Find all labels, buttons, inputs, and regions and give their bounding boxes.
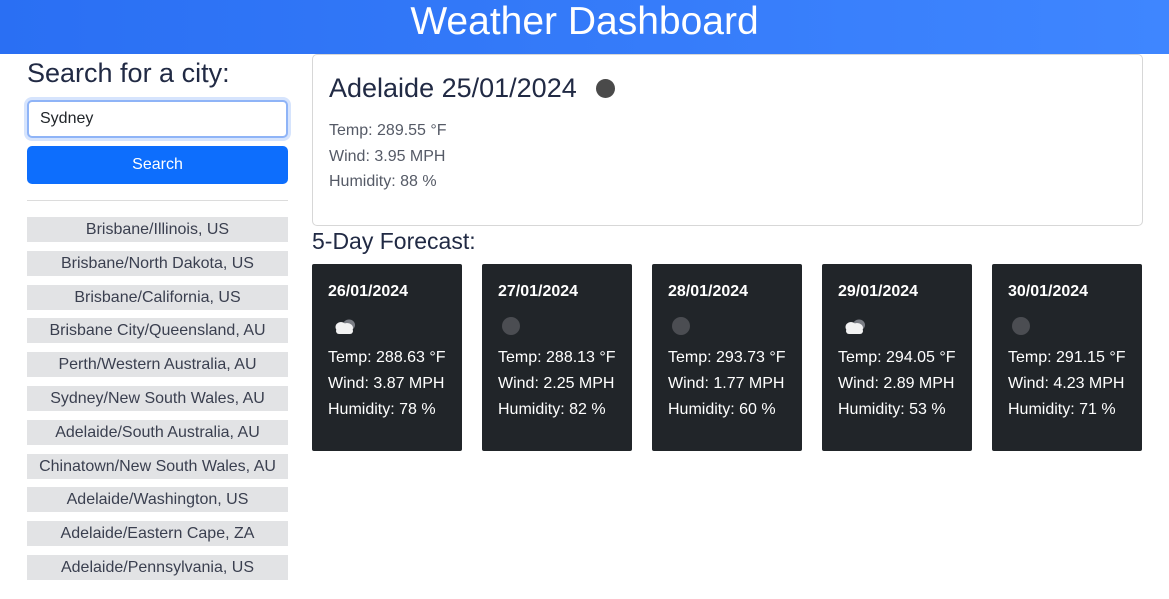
forecast-temp: Temp: 291.15 °F [1008, 349, 1126, 366]
history-item[interactable]: Brisbane/North Dakota, US [27, 250, 288, 276]
forecast-card: 30/01/2024 Temp: 291.15 °F Wind: 4.23 MP… [992, 264, 1142, 451]
moon-icon [1008, 312, 1126, 340]
history-item[interactable]: Adelaide/Eastern Cape, ZA [27, 521, 288, 547]
history-item[interactable]: Adelaide/South Australia, AU [27, 419, 288, 445]
moon-icon [498, 312, 616, 340]
forecast-wind: Wind: 2.89 MPH [838, 375, 955, 392]
history-item[interactable]: Sydney/New South Wales, AU [27, 385, 288, 411]
search-input[interactable] [27, 100, 288, 138]
search-history: Brisbane/Illinois, US Brisbane/North Dak… [27, 217, 288, 580]
header-bar: Weather Dashboard [0, 0, 1169, 54]
forecast-wind: Wind: 2.25 MPH [498, 375, 615, 392]
current-stats: Temp: 289.55 °F Wind: 3.95 MPH Humidity:… [329, 118, 1126, 195]
forecast-wind: Wind: 3.87 MPH [328, 375, 445, 392]
forecast-stats: Temp: 291.15 °F Wind: 4.23 MPH Humidity:… [1008, 345, 1126, 423]
current-wind: Wind: 3.95 MPH [329, 147, 446, 165]
forecast-humidity: Humidity: 71 % [1008, 401, 1116, 418]
forecast-stats: Temp: 288.13 °F Wind: 2.25 MPH Humidity:… [498, 345, 616, 423]
current-title-row: Adelaide 25/01/2024 [329, 71, 1126, 105]
forecast-wind: Wind: 1.77 MPH [668, 375, 785, 392]
forecast-heading: 5-Day Forecast: [312, 228, 476, 254]
forecast-card: 28/01/2024 Temp: 293.73 °F Wind: 1.77 MP… [652, 264, 802, 451]
current-humidity: Humidity: 88 % [329, 173, 437, 190]
forecast-temp: Temp: 288.63 °F [328, 349, 446, 366]
forecast-date: 28/01/2024 [668, 283, 749, 300]
forecast-humidity: Humidity: 82 % [498, 401, 606, 418]
moon-icon [668, 312, 786, 340]
forecast-card: 29/01/2024 Temp: 294.05 °F Wind: 2.89 MP… [822, 264, 972, 451]
sidebar: Search for a city: Search Brisbane/Illin… [27, 54, 288, 589]
forecast-temp: Temp: 288.13 °F [498, 349, 616, 366]
current-weather-card: Adelaide 25/01/2024 Temp: 289.55 °F Wind… [312, 54, 1143, 226]
history-item[interactable]: Adelaide/Pennsylvania, US [27, 554, 288, 580]
forecast-temp: Temp: 294.05 °F [838, 349, 956, 366]
forecast-date: 26/01/2024 [328, 283, 409, 300]
history-item[interactable]: Perth/Western Australia, AU [27, 352, 288, 378]
forecast-humidity: Humidity: 78 % [328, 401, 436, 418]
forecast-date: 29/01/2024 [838, 283, 919, 300]
current-temp: Temp: 289.55 °F [329, 122, 447, 139]
cloud-icon [838, 312, 956, 340]
history-item[interactable]: Brisbane/Illinois, US [27, 217, 288, 242]
history-item[interactable]: Brisbane City/Queensland, AU [27, 318, 288, 344]
cloud-icon [328, 312, 446, 340]
forecast-card: 27/01/2024 Temp: 288.13 °F Wind: 2.25 MP… [482, 264, 632, 451]
forecast-humidity: Humidity: 53 % [838, 401, 946, 418]
divider [27, 200, 288, 201]
search-button[interactable]: Search [27, 146, 288, 184]
forecast-wind: Wind: 4.23 MPH [1008, 375, 1125, 392]
search-heading: Search for a city: [27, 58, 230, 88]
moon-icon [595, 78, 615, 98]
history-item[interactable]: Chinatown/New South Wales, AU [27, 453, 288, 479]
forecast-date: 27/01/2024 [498, 283, 579, 300]
history-item[interactable]: Brisbane/California, US [27, 284, 288, 310]
forecast-stats: Temp: 293.73 °F Wind: 1.77 MPH Humidity:… [668, 345, 786, 423]
history-item[interactable]: Adelaide/Washington, US [27, 487, 288, 513]
forecast-temp: Temp: 293.73 °F [668, 349, 786, 366]
current-city-date: Adelaide 25/01/2024 [329, 73, 577, 103]
forecast-humidity: Humidity: 60 % [668, 401, 776, 418]
page-title: Weather Dashboard [410, 0, 759, 43]
forecast-stats: Temp: 294.05 °F Wind: 2.89 MPH Humidity:… [838, 345, 956, 423]
forecast-card: 26/01/2024 Temp: 288.63 °F Wind: 3.87 MP… [312, 264, 462, 451]
forecast-row: 26/01/2024 Temp: 288.63 °F Wind: 3.87 MP… [312, 264, 1142, 451]
forecast-stats: Temp: 288.63 °F Wind: 3.87 MPH Humidity:… [328, 345, 446, 423]
forecast-date: 30/01/2024 [1008, 283, 1089, 300]
